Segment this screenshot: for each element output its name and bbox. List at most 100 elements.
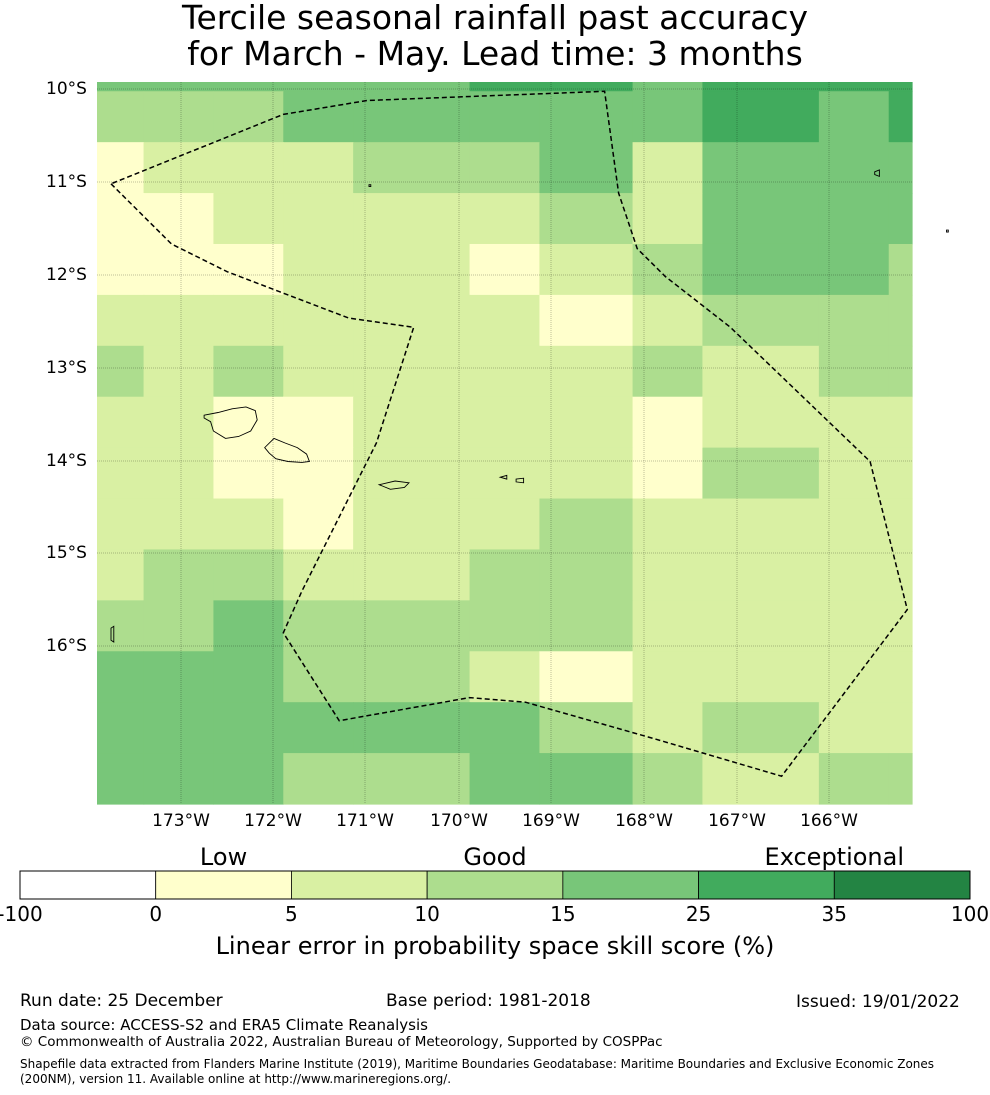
- grid-cell: [213, 243, 284, 296]
- grid-cell: [143, 753, 215, 805]
- colorbar-segment: [19, 870, 157, 900]
- eez-boundary: [110, 90, 909, 778]
- grid-cell: [213, 447, 284, 500]
- grid-cell: [702, 82, 820, 92]
- data-source: Data source: ACCESS-S2 and ERA5 Climate …: [20, 1016, 428, 1034]
- island-coastline: [946, 229, 949, 233]
- legend-category-label: Exceptional: [764, 843, 905, 871]
- grid-cell: [818, 193, 890, 245]
- grid-cell: [213, 396, 284, 449]
- grid-cell: [888, 193, 913, 245]
- grid-cell: [818, 345, 890, 398]
- shapefile-credit-line2: (200NM), version 11. Available online at…: [20, 1072, 452, 1086]
- grid-cell: [283, 396, 354, 449]
- grid-cell: [632, 396, 704, 449]
- grid-cell: [539, 193, 634, 245]
- island-coastline: [203, 406, 258, 439]
- grid-cell: [97, 600, 145, 652]
- grid-cell: [283, 498, 354, 551]
- longitude-label: 170°W: [430, 811, 488, 831]
- grid-cell: [97, 91, 145, 143]
- grid-cell: [353, 345, 471, 398]
- island-coastline: [377, 480, 410, 490]
- grid-cell: [632, 82, 704, 92]
- copyright: © Commonwealth of Australia 2022, Austra…: [20, 1034, 663, 1050]
- grid-cell: [353, 396, 471, 449]
- grid-cell: [818, 498, 890, 551]
- grid-cell: [818, 294, 890, 347]
- latitude-label: 11°S: [46, 172, 87, 192]
- grid-cell: [702, 396, 820, 449]
- grid-cell: [97, 447, 145, 500]
- chart-title-line1: Tercile seasonal rainfall past accuracy: [181, 0, 809, 37]
- grid-cell: [97, 549, 145, 601]
- grid-cell: [888, 142, 913, 194]
- grid-cell: [97, 396, 145, 449]
- colorbar-tick-label: 5: [285, 902, 298, 926]
- grid-cell: [213, 142, 284, 194]
- grid-cell: [213, 345, 284, 398]
- grid-cell: [888, 82, 913, 92]
- grid-cell: [283, 651, 354, 703]
- latitude-label: 12°S: [46, 265, 87, 285]
- colorbar-segment: [698, 870, 835, 900]
- colorbar-tick-label: 25: [685, 902, 712, 926]
- grid-cell: [702, 447, 820, 500]
- grid-cell: [632, 549, 704, 601]
- colorbar-tick-label: 35: [821, 902, 848, 926]
- grid-cell: [469, 396, 541, 449]
- grid-cell: [353, 447, 471, 500]
- grid-cell: [818, 702, 890, 754]
- grid-cell: [97, 243, 145, 296]
- grid-cell: [283, 82, 354, 92]
- colorbar-label: Linear error in probability space skill …: [215, 932, 775, 960]
- grid-cell: [888, 549, 913, 601]
- grid-cell: [539, 498, 634, 551]
- grid-cell: [213, 651, 284, 703]
- run-date: Run date: 25 December: [20, 991, 223, 1011]
- grid-cell: [469, 243, 541, 296]
- grid-cell: [283, 243, 354, 296]
- grid-cell: [469, 498, 541, 551]
- grid-cell: [888, 294, 913, 347]
- grid-cell: [353, 193, 471, 245]
- island-coastline: [110, 625, 115, 643]
- grid-cell: [888, 447, 913, 500]
- colorbar-tick-label: -100: [0, 902, 43, 926]
- colorbar-segment: [833, 870, 971, 900]
- grid-cell: [539, 243, 634, 296]
- grid-cell: [539, 396, 634, 449]
- grid-cell: [97, 498, 145, 551]
- grid-cell: [143, 651, 215, 703]
- grid-cell: [539, 82, 634, 92]
- grid-cell: [143, 498, 215, 551]
- grid-cell: [143, 345, 215, 398]
- grid-cell: [702, 600, 820, 652]
- grid-cell: [818, 82, 890, 92]
- latitude-label: 13°S: [46, 358, 87, 378]
- grid-cell: [97, 753, 145, 805]
- grid-cell: [353, 753, 471, 805]
- grid-cell: [469, 193, 541, 245]
- grid-cell: [818, 549, 890, 601]
- grid-cell: [283, 142, 354, 194]
- grid-cell: [469, 447, 541, 500]
- grid-cell: [888, 702, 913, 754]
- grid-cell: [539, 447, 634, 500]
- grid-cell: [97, 193, 145, 245]
- grid-cell: [818, 91, 890, 143]
- grid-cell: [702, 243, 820, 296]
- grid-cell: [469, 651, 541, 703]
- legend-category-label: Low: [199, 843, 248, 871]
- grid-cell: [213, 82, 284, 92]
- grid-cell: [888, 91, 913, 143]
- colorbar-segment: [291, 870, 428, 900]
- grid-cell: [97, 142, 145, 194]
- grid-cell: [888, 753, 913, 805]
- grid-cell: [283, 193, 354, 245]
- grid-cell: [632, 447, 704, 500]
- grid-cell: [353, 600, 471, 652]
- longitude-label: 169°W: [522, 811, 580, 831]
- grid-cell: [97, 82, 145, 92]
